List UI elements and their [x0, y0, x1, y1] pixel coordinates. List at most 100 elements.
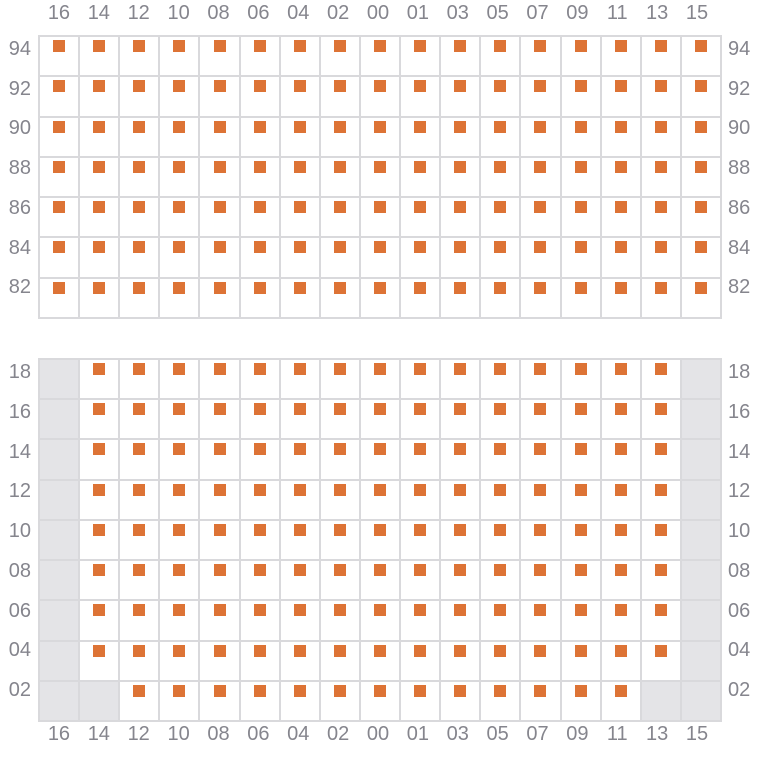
grid-cell[interactable] [360, 440, 400, 479]
grid-cell[interactable] [160, 117, 199, 156]
grid-cell[interactable] [641, 480, 680, 519]
grid-cell[interactable] [320, 641, 359, 680]
grid-cell[interactable] [561, 117, 600, 156]
grid-cell[interactable] [160, 198, 199, 237]
grid-cell[interactable] [521, 681, 560, 720]
grid-cell[interactable] [120, 681, 159, 720]
grid-cell[interactable] [481, 238, 520, 277]
grid-cell[interactable] [401, 77, 440, 116]
grid-cell[interactable] [160, 561, 199, 600]
grid-cell[interactable] [200, 641, 239, 680]
grid-cell[interactable] [641, 561, 680, 600]
grid-cell[interactable] [200, 360, 239, 399]
grid-cell[interactable] [320, 198, 359, 237]
grid-cell[interactable] [441, 561, 480, 600]
grid-cell[interactable] [441, 77, 480, 116]
grid-cell[interactable] [160, 157, 199, 197]
grid-cell[interactable] [561, 400, 600, 439]
grid-cell[interactable] [160, 278, 199, 317]
grid-cell[interactable] [641, 37, 680, 76]
grid-cell[interactable] [80, 440, 119, 479]
grid-cell[interactable] [200, 77, 239, 116]
grid-cell[interactable] [521, 117, 560, 156]
grid-cell[interactable] [401, 641, 440, 680]
grid-cell[interactable] [200, 37, 239, 76]
grid-cell[interactable] [240, 681, 279, 720]
grid-cell[interactable] [40, 117, 79, 156]
grid-cell[interactable] [200, 117, 239, 156]
grid-cell[interactable] [360, 360, 400, 399]
grid-cell[interactable] [200, 157, 239, 197]
grid-cell[interactable] [320, 520, 359, 560]
grid-cell[interactable] [481, 117, 520, 156]
grid-cell[interactable] [120, 238, 159, 277]
grid-cell[interactable] [80, 198, 119, 237]
grid-cell[interactable] [360, 561, 400, 600]
grid-cell[interactable] [200, 601, 239, 640]
grid-cell[interactable] [561, 198, 600, 237]
grid-cell[interactable] [160, 238, 199, 277]
grid-cell[interactable] [481, 77, 520, 116]
grid-cell[interactable] [200, 561, 239, 600]
grid-cell[interactable] [681, 37, 720, 76]
grid-cell[interactable] [561, 238, 600, 277]
grid-cell[interactable] [681, 238, 720, 277]
grid-cell[interactable] [521, 198, 560, 237]
grid-cell[interactable] [40, 278, 79, 317]
grid-cell[interactable] [240, 77, 279, 116]
grid-cell[interactable] [601, 238, 640, 277]
grid-cell[interactable] [240, 278, 279, 317]
grid-cell[interactable] [561, 278, 600, 317]
grid-cell[interactable] [681, 198, 720, 237]
grid-cell[interactable] [200, 278, 239, 317]
grid-cell[interactable] [40, 198, 79, 237]
grid-cell[interactable] [120, 440, 159, 479]
grid-cell[interactable] [80, 238, 119, 277]
grid-cell[interactable] [481, 641, 520, 680]
grid-cell[interactable] [601, 480, 640, 519]
grid-cell[interactable] [641, 117, 680, 156]
grid-cell[interactable] [521, 480, 560, 519]
grid-cell[interactable] [80, 641, 119, 680]
grid-cell[interactable] [120, 77, 159, 116]
grid-cell[interactable] [120, 37, 159, 76]
grid-cell[interactable] [240, 238, 279, 277]
grid-cell[interactable] [360, 117, 400, 156]
grid-cell[interactable] [641, 641, 680, 680]
grid-cell[interactable] [200, 238, 239, 277]
grid-cell[interactable] [601, 400, 640, 439]
grid-cell[interactable] [601, 157, 640, 197]
grid-cell[interactable] [641, 238, 680, 277]
grid-cell[interactable] [360, 400, 400, 439]
grid-cell[interactable] [401, 601, 440, 640]
grid-cell[interactable] [320, 37, 359, 76]
grid-cell[interactable] [401, 440, 440, 479]
grid-cell[interactable] [320, 480, 359, 519]
grid-cell[interactable] [160, 641, 199, 680]
grid-cell[interactable] [240, 400, 279, 439]
grid-cell[interactable] [641, 440, 680, 479]
grid-cell[interactable] [441, 198, 480, 237]
grid-cell[interactable] [240, 520, 279, 560]
grid-cell[interactable] [441, 278, 480, 317]
grid-cell[interactable] [320, 117, 359, 156]
grid-cell[interactable] [601, 278, 640, 317]
grid-cell[interactable] [641, 198, 680, 237]
grid-cell[interactable] [160, 440, 199, 479]
grid-cell[interactable] [601, 440, 640, 479]
grid-cell[interactable] [280, 117, 319, 156]
grid-cell[interactable] [561, 601, 600, 640]
grid-cell[interactable] [40, 37, 79, 76]
grid-cell[interactable] [561, 360, 600, 399]
grid-cell[interactable] [441, 480, 480, 519]
grid-cell[interactable] [601, 77, 640, 116]
grid-cell[interactable] [401, 198, 440, 237]
grid-cell[interactable] [641, 520, 680, 560]
grid-cell[interactable] [521, 37, 560, 76]
grid-cell[interactable] [320, 157, 359, 197]
grid-cell[interactable] [280, 400, 319, 439]
grid-cell[interactable] [401, 561, 440, 600]
grid-cell[interactable] [601, 561, 640, 600]
grid-cell[interactable] [360, 278, 400, 317]
grid-cell[interactable] [320, 400, 359, 439]
